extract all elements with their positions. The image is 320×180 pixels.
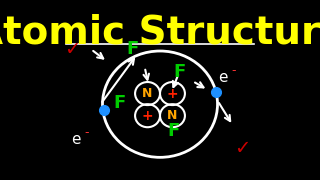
- Text: -: -: [84, 126, 88, 139]
- Text: +: +: [167, 87, 178, 101]
- Text: e: e: [219, 70, 228, 85]
- Text: ✓: ✓: [64, 40, 80, 59]
- Text: N: N: [167, 109, 178, 122]
- Text: Atomic Structure: Atomic Structure: [0, 14, 320, 52]
- Text: F: F: [126, 40, 138, 58]
- Text: F: F: [173, 63, 185, 81]
- Text: F: F: [114, 94, 126, 112]
- Text: +: +: [142, 109, 153, 123]
- Text: -: -: [232, 64, 236, 77]
- Text: N: N: [142, 87, 153, 100]
- Text: e: e: [71, 132, 80, 147]
- Text: F: F: [167, 122, 180, 140]
- Text: ✓: ✓: [234, 139, 251, 158]
